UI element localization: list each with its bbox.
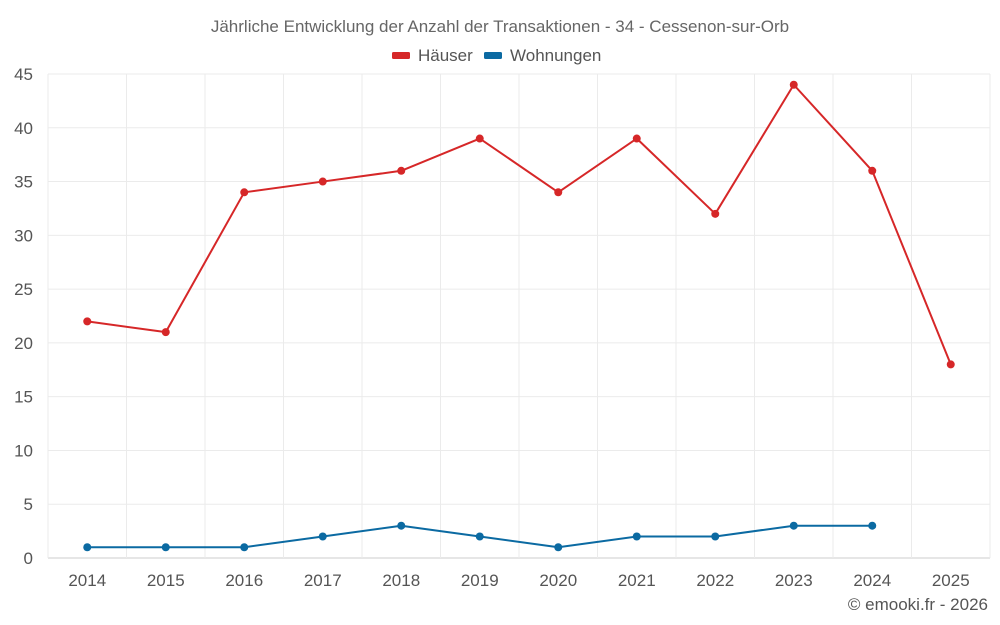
y-tick-label: 15 (14, 388, 33, 407)
x-tick-label: 2025 (932, 571, 970, 590)
x-tick-label: 2022 (696, 571, 734, 590)
y-tick-label: 40 (14, 119, 33, 138)
x-tick-label: 2016 (225, 571, 263, 590)
y-tick-label: 5 (24, 495, 33, 514)
data-point[interactable] (632, 134, 641, 143)
series-line-haeuser (87, 83, 952, 365)
x-tick-label: 2024 (853, 571, 891, 590)
y-tick-label: 10 (14, 441, 33, 460)
series (83, 80, 955, 552)
x-axis-ticks: 2014 2015 2016 2017 2018 2019 2020 2021 2022 2023… (68, 571, 969, 590)
y-axis-ticks: 0 5 10 15 20 25 30 35 40 45 (14, 65, 33, 568)
data-point[interactable] (475, 134, 484, 143)
credit-text: © emooki.fr - 2026 (848, 595, 988, 614)
data-point[interactable] (161, 328, 170, 337)
data-point[interactable] (83, 543, 92, 552)
data-point[interactable] (161, 543, 170, 552)
y-tick-label: 0 (24, 549, 33, 568)
data-point[interactable] (632, 532, 641, 541)
x-tick-label: 2015 (147, 571, 185, 590)
data-point[interactable] (554, 543, 563, 552)
data-point[interactable] (868, 166, 877, 175)
x-tick-label: 2019 (461, 571, 499, 590)
data-point[interactable] (711, 532, 720, 541)
data-point[interactable] (397, 166, 406, 175)
legend-label: Häuser (418, 46, 473, 65)
data-point[interactable] (397, 521, 406, 530)
x-tick-label: 2014 (68, 571, 106, 590)
data-point[interactable] (240, 188, 249, 197)
legend-label: Wohnungen (510, 46, 601, 65)
y-tick-label: 30 (14, 226, 33, 245)
x-tick-label: 2021 (618, 571, 656, 590)
data-point[interactable] (946, 360, 955, 369)
data-point[interactable] (475, 532, 484, 541)
legend-swatch (392, 52, 410, 59)
legend: Häuser Wohnungen (392, 46, 601, 65)
x-tick-label: 2017 (304, 571, 342, 590)
grid (47, 73, 991, 559)
legend-swatch (484, 52, 502, 59)
y-tick-label: 20 (14, 334, 33, 353)
data-point[interactable] (554, 188, 563, 197)
data-point[interactable] (789, 521, 798, 530)
data-point[interactable] (318, 532, 327, 541)
y-tick-label: 35 (14, 173, 33, 192)
data-point[interactable] (240, 543, 249, 552)
x-tick-label: 2020 (539, 571, 577, 590)
data-point[interactable] (83, 317, 92, 326)
y-tick-label: 25 (14, 280, 33, 299)
x-tick-label: 2018 (382, 571, 420, 590)
data-point[interactable] (318, 177, 327, 186)
chart-title: Jährliche Entwicklung der Anzahl der Tra… (211, 17, 789, 36)
data-point[interactable] (711, 209, 720, 218)
y-tick-label: 45 (14, 65, 33, 84)
x-tick-label: 2023 (775, 571, 813, 590)
data-point[interactable] (789, 80, 798, 89)
data-point[interactable] (868, 521, 877, 530)
